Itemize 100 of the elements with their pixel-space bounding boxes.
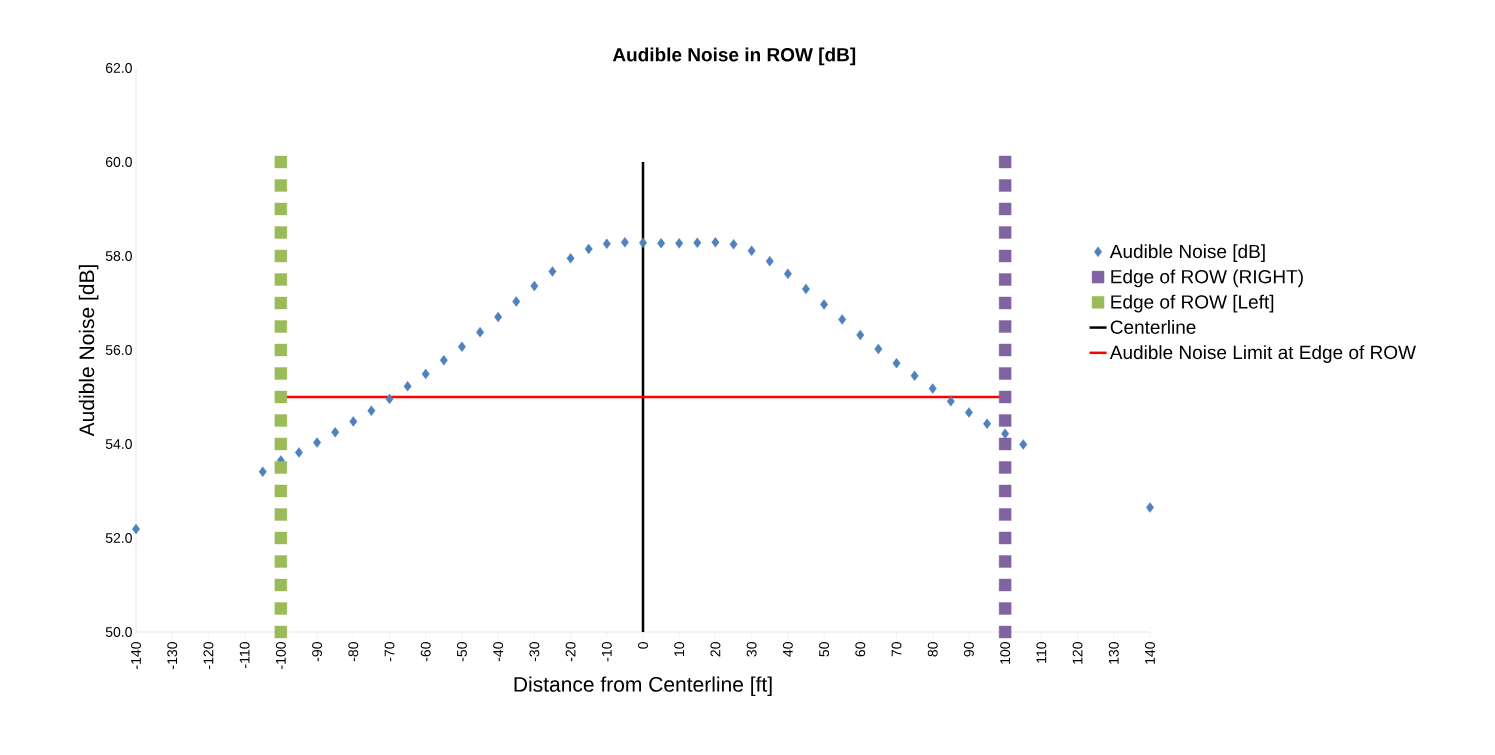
point bbox=[274, 320, 288, 333]
legend-label: Audible Noise [dB] bbox=[1109, 244, 1265, 262]
x-tick-label: 10 bbox=[674, 642, 685, 657]
point bbox=[783, 268, 792, 280]
x-tick-label: 100 bbox=[1000, 642, 1011, 664]
x-tick-label: 20 bbox=[710, 642, 721, 657]
point bbox=[998, 437, 1012, 451]
point bbox=[1019, 439, 1028, 450]
x-tick-label: 60 bbox=[855, 642, 866, 657]
x-tick-label: 130 bbox=[1108, 642, 1119, 664]
point bbox=[258, 466, 267, 477]
legend-label: Edge of ROW (RIGHT) bbox=[1111, 269, 1303, 288]
x-tick-label: -70 bbox=[384, 642, 395, 662]
x-tick-label: -130 bbox=[167, 642, 178, 669]
point bbox=[274, 202, 288, 216]
legend-label: Audible Noise Limit at Edge of ROW bbox=[1109, 345, 1416, 363]
point bbox=[274, 531, 288, 545]
x-tick-label: 0 bbox=[638, 642, 648, 649]
point bbox=[892, 357, 901, 369]
point bbox=[274, 296, 288, 310]
point bbox=[274, 508, 288, 521]
point bbox=[729, 239, 738, 250]
point bbox=[856, 329, 865, 341]
legend-label: Edge of ROW [Left] bbox=[1111, 294, 1274, 313]
point bbox=[998, 273, 1012, 286]
y-tick-label: 50.0 bbox=[105, 627, 132, 637]
point bbox=[998, 461, 1012, 474]
point bbox=[274, 155, 288, 169]
x-tick-label: -30 bbox=[529, 642, 540, 662]
x-tick-label: 50 bbox=[819, 642, 830, 657]
point bbox=[946, 396, 955, 407]
x-tick-label: -120 bbox=[203, 642, 214, 669]
y-tick-label: 62.0 bbox=[105, 63, 132, 73]
point bbox=[998, 226, 1012, 239]
point bbox=[998, 602, 1012, 615]
point bbox=[349, 416, 358, 427]
point bbox=[274, 414, 288, 427]
point bbox=[530, 280, 539, 292]
point bbox=[998, 484, 1012, 498]
y-tick-label: 52.0 bbox=[105, 533, 132, 543]
y-tick-label: 60.0 bbox=[105, 157, 132, 167]
x-tick-label: 70 bbox=[891, 642, 902, 657]
point bbox=[274, 179, 288, 192]
point bbox=[274, 367, 288, 380]
point bbox=[295, 447, 303, 458]
chart-title: Audible Noise in ROW [dB] bbox=[612, 47, 856, 66]
x-tick-label: 30 bbox=[746, 642, 757, 657]
point bbox=[998, 625, 1012, 639]
x-tick-label: 90 bbox=[963, 642, 974, 657]
point bbox=[331, 427, 340, 438]
point bbox=[820, 299, 829, 310]
point bbox=[313, 437, 322, 448]
point bbox=[274, 273, 288, 286]
point bbox=[675, 238, 684, 249]
x-tick-label: -90 bbox=[312, 642, 323, 662]
point bbox=[998, 296, 1012, 310]
point bbox=[421, 368, 430, 380]
point bbox=[747, 245, 756, 257]
point bbox=[657, 238, 666, 249]
point bbox=[838, 314, 847, 325]
point bbox=[274, 226, 288, 239]
point bbox=[711, 237, 720, 248]
x-tick-label: -50 bbox=[456, 642, 467, 662]
point bbox=[457, 341, 466, 352]
point bbox=[274, 437, 288, 451]
x-tick-label: -60 bbox=[420, 642, 431, 662]
legend-label: Centerline bbox=[1110, 319, 1196, 334]
point bbox=[998, 531, 1012, 545]
y-tick-label: 54.0 bbox=[105, 439, 132, 449]
point bbox=[998, 390, 1012, 404]
point bbox=[584, 243, 593, 255]
point bbox=[1146, 502, 1154, 513]
point bbox=[998, 320, 1012, 333]
y-tick-label: 58.0 bbox=[105, 251, 132, 261]
point bbox=[998, 202, 1012, 216]
x-tick-label: -110 bbox=[239, 642, 250, 668]
point bbox=[274, 249, 288, 263]
x-tick-label: -10 bbox=[601, 642, 612, 662]
point bbox=[983, 418, 991, 429]
x-tick-label: 80 bbox=[927, 642, 938, 657]
point bbox=[765, 255, 774, 267]
point bbox=[998, 367, 1012, 380]
point bbox=[998, 343, 1012, 357]
point bbox=[274, 343, 288, 357]
point bbox=[403, 380, 412, 392]
point bbox=[928, 383, 937, 394]
x-tick-label: 110 bbox=[1036, 642, 1047, 663]
point bbox=[274, 602, 288, 615]
x-tick-label: 120 bbox=[1072, 642, 1083, 664]
point bbox=[998, 414, 1012, 427]
point bbox=[274, 625, 288, 639]
point bbox=[998, 555, 1012, 568]
point bbox=[998, 155, 1012, 169]
point bbox=[385, 393, 394, 405]
point bbox=[274, 555, 288, 568]
x-tick-label: -20 bbox=[565, 642, 576, 662]
x-axis-title: Distance from Centerline [ft] bbox=[514, 676, 772, 696]
point bbox=[439, 355, 448, 366]
point bbox=[998, 249, 1012, 263]
point bbox=[274, 578, 288, 592]
